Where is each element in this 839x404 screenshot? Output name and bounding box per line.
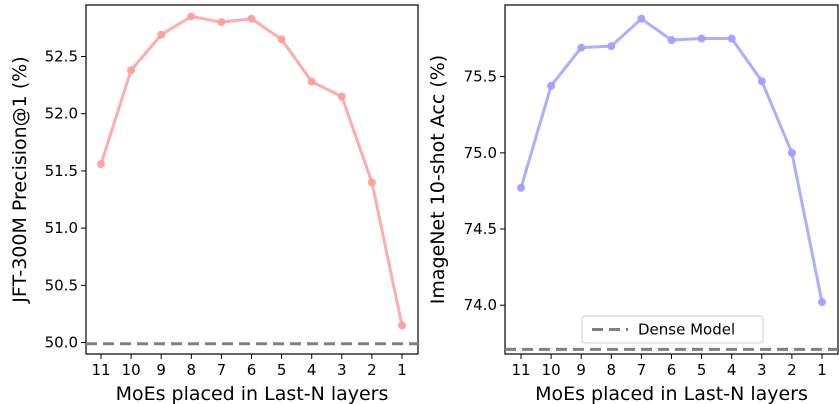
y-tick-label: 74.5 <box>464 220 497 238</box>
data-point <box>517 183 525 192</box>
x-tick-label: 3 <box>337 361 347 379</box>
x-tick-label: 6 <box>247 361 257 379</box>
x-tick-label: 2 <box>367 361 377 379</box>
data-point <box>127 66 136 75</box>
data-point <box>398 321 406 330</box>
y-tick-label: 51.0 <box>45 219 78 237</box>
series-line <box>519 17 824 303</box>
x-tick-label: 10 <box>542 361 561 379</box>
x-tick-label: 11 <box>511 361 530 379</box>
x-tick-label: 8 <box>607 361 617 379</box>
y-tick-label: 74.0 <box>464 296 497 314</box>
data-point <box>217 18 226 27</box>
legend-label: Dense Model <box>638 321 735 339</box>
data-point <box>607 42 616 51</box>
y-tick-label: 50.5 <box>45 276 78 294</box>
x-tick-label: 8 <box>187 361 197 379</box>
data-point <box>187 12 196 21</box>
x-tick-label: 4 <box>307 361 317 379</box>
data-point <box>757 77 766 86</box>
left-chart-panel: 50.0 50.5 51.0 51.5 52.0 52.5 11 10 9 8 7 6 5 4 3 2 1 MoE… <box>9 4 419 404</box>
x-tick-label: 11 <box>91 361 110 379</box>
plot-frame <box>85 4 419 355</box>
data-point <box>337 92 346 101</box>
data-point <box>697 34 706 43</box>
data-point <box>247 14 256 23</box>
x-axis-label: MoEs placed in Last-N layers <box>535 383 808 404</box>
x-tick-label: 1 <box>397 361 407 379</box>
x-tick-label: 3 <box>757 361 767 379</box>
legend-box <box>581 315 764 344</box>
right-chart-panel: 74.0 74.5 75.0 75.5 11 10 9 8 7 6 5 4 3 2 1 MoEs placed… <box>427 4 839 404</box>
y-axis-label: ImageNet 10-shot Acc (%) <box>427 55 449 304</box>
x-tick-label: 9 <box>156 361 166 379</box>
y-tick-label: 75.5 <box>464 68 497 86</box>
x-tick-label: 7 <box>637 361 647 379</box>
x-tick-label: 7 <box>217 361 227 379</box>
x-tick-label: 2 <box>787 361 797 379</box>
y-tick-label: 50.0 <box>45 334 78 352</box>
plot-frame <box>504 4 839 355</box>
data-point <box>307 77 316 86</box>
data-point <box>277 35 286 44</box>
x-tick-label: 4 <box>727 361 737 379</box>
y-tick-label: 52.0 <box>45 105 78 123</box>
y-tick-label: 75.0 <box>464 144 497 162</box>
data-point <box>97 160 105 169</box>
data-point <box>787 148 796 157</box>
y-axis-label: JFT-300M Precision@1 (%) <box>9 56 31 303</box>
data-point <box>637 14 646 23</box>
data-point <box>547 81 556 90</box>
x-tick-label: 10 <box>122 361 141 379</box>
y-tick-label: 52.5 <box>45 47 78 65</box>
y-tick-label: 51.5 <box>45 162 78 180</box>
data-point <box>157 30 166 39</box>
data-point <box>818 298 826 307</box>
x-tick-label: 6 <box>667 361 677 379</box>
x-tick-label: 9 <box>576 361 586 379</box>
x-tick-label: 5 <box>277 361 287 379</box>
data-point <box>727 34 736 43</box>
data-point <box>667 36 676 45</box>
series-line <box>99 14 404 326</box>
data-point <box>367 178 376 187</box>
data-point <box>577 43 586 52</box>
x-tick-label: 5 <box>697 361 707 379</box>
x-axis-label: MoEs placed in Last-N layers <box>116 383 389 404</box>
x-tick-label: 1 <box>817 361 827 379</box>
